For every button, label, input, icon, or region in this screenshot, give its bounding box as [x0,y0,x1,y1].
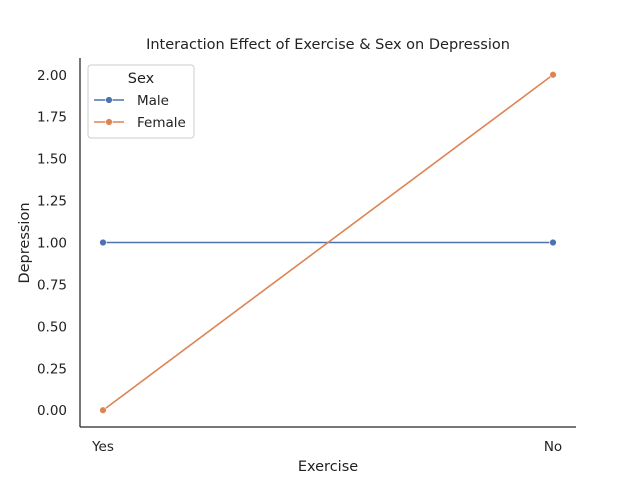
x-axis-ticks: Yes No [91,439,562,455]
data-point-female [99,406,107,414]
series-lines [102,74,554,411]
legend-title: Sex [128,71,155,87]
chart-title: Interaction Effect of Exercise & Sex on … [146,37,510,53]
legend-marker-male [105,96,113,104]
y-axis-ticks: 0.00 0.25 0.50 0.75 1.00 1.25 1.50 1.75 2.00 [37,68,67,419]
legend-frame [87,64,195,139]
y-tick-label: 1.50 [37,152,67,168]
legend-label-male: Male [137,93,169,109]
y-tick-label: 0.00 [37,403,67,419]
y-axis-label: Depression [17,202,33,283]
x-tick-label: Yes [91,439,114,455]
x-axis-label: Exercise [298,459,358,475]
legend-label-female: Female [137,115,186,131]
data-point-male [549,238,557,247]
legend: Sex Male Female [87,64,195,139]
y-tick-label: 1.75 [37,110,67,126]
plot-area: 0.00 0.25 0.50 0.75 1.00 1.25 1.50 1.75 2.00 Yes… [37,58,576,455]
legend-items: Male Female [94,93,186,131]
y-tick-label: 1.00 [37,236,67,252]
legend-marker-female [105,118,113,126]
y-tick-label: 1.25 [37,194,67,210]
series-line-female [102,74,554,411]
y-tick-label: 0.50 [37,319,67,335]
data-point-male [99,238,107,247]
series-points [99,71,557,414]
data-point-female [549,71,557,79]
x-tick-label: No [544,439,562,455]
y-tick-label: 2.00 [37,68,67,84]
y-tick-label: 0.75 [37,277,67,293]
y-tick-label: 0.25 [37,361,67,377]
